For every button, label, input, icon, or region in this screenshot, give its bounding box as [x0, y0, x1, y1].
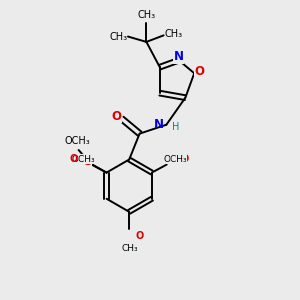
Text: N: N [154, 118, 164, 131]
Text: O: O [111, 110, 122, 123]
Text: O: O [195, 65, 205, 78]
Text: OCH₃: OCH₃ [64, 136, 90, 146]
Text: CH₃: CH₃ [122, 244, 138, 253]
Text: O: O [136, 232, 144, 242]
Text: H: H [172, 122, 179, 132]
Text: CH₃: CH₃ [137, 11, 155, 20]
Text: OCH₃: OCH₃ [163, 155, 187, 164]
Text: N: N [174, 50, 184, 63]
Text: CH₃: CH₃ [110, 32, 128, 41]
Text: OCH₃: OCH₃ [71, 155, 95, 164]
Text: O: O [82, 155, 92, 168]
Text: O: O [70, 154, 78, 164]
Text: CH₃: CH₃ [164, 29, 182, 39]
Text: O: O [180, 154, 189, 164]
